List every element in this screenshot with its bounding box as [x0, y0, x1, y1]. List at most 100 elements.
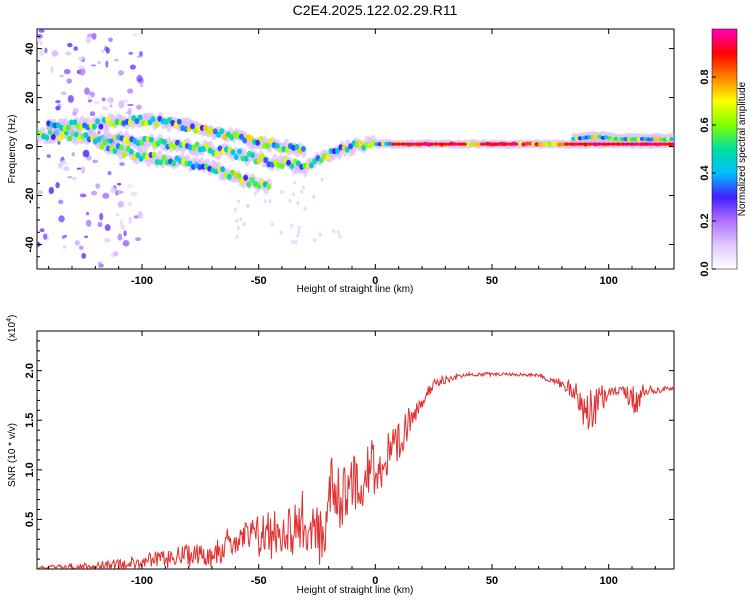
spectrogram-peak-cell: [671, 142, 674, 146]
spectrogram-noise-blob: [105, 60, 109, 68]
spectrogram-noise-blob: [139, 84, 144, 88]
spectrogram-cell: [154, 121, 159, 128]
spectrogram-noise-blob: [336, 230, 340, 235]
spectrogram-cell: [119, 144, 124, 151]
spectrogram-noise-blob: [77, 56, 84, 61]
colorbar-tick-label: 0.8: [699, 69, 711, 84]
spectrogram-noise-blob: [90, 190, 98, 196]
spectrogram-peak-cell: [638, 142, 645, 146]
spectrogram-noise-blob: [270, 222, 274, 227]
spectrogram-peak-cell: [423, 142, 430, 146]
spectrogram-noise-blob: [301, 185, 305, 190]
colorbar-label: Normalized spectral amplitude: [737, 81, 748, 216]
spectrogram-noise-blob: [78, 67, 86, 76]
spectrogram-noise-blob: [58, 162, 63, 170]
spectrogram-noise-blob: [95, 183, 100, 189]
spectrogram-noise-blob: [101, 97, 106, 102]
spectrogram-cell: [268, 137, 274, 144]
spectrogram-noise-blob: [242, 222, 246, 227]
spectrogram-noise-blob: [39, 228, 45, 233]
spectrogram-peak-cell: [433, 142, 439, 146]
spectrogram-noise-blob: [97, 130, 101, 135]
spectrogram-peak-cell: [437, 142, 444, 146]
spectrogram-peak-cell: [395, 142, 402, 146]
spectrogram-cell: [243, 174, 249, 181]
spectrogram-noise-blob: [44, 47, 48, 54]
spectrogram-noise-blob: [135, 237, 141, 242]
spectrogram-noise-blob: [86, 211, 90, 216]
spectrogram-cell: [96, 136, 101, 143]
spectrogram-peak-cell: [507, 142, 514, 146]
spectrogram-noise-blob: [50, 66, 54, 74]
spectrogram-noise-blob: [136, 104, 142, 110]
spectrogram-peak-cell: [629, 142, 635, 146]
spectrogram-noise-blob: [108, 37, 113, 43]
spectrogram-x-tick-label: -50: [251, 275, 267, 287]
spectrogram-noise-blob: [116, 189, 122, 195]
spectrogram-noise-blob: [97, 221, 103, 228]
spectrogram-y-tick-label: 40: [24, 42, 36, 54]
spectrogram-noise-blob: [79, 193, 87, 198]
spectrogram-cell: [279, 163, 285, 170]
spectrogram-noise-blob: [118, 100, 125, 109]
spectrogram-x-tick-label: 100: [599, 275, 617, 287]
spectrogram-cell: [138, 155, 144, 162]
spectrogram-noise-blob: [101, 106, 109, 111]
spectrogram-noise-blob: [97, 261, 103, 265]
spectrogram-cell: [220, 166, 226, 173]
spectrogram-cell: [190, 123, 195, 130]
spectrogram-noise-blob: [55, 105, 60, 111]
spectrogram-cell: [344, 146, 350, 153]
spectrogram-noise-blob: [236, 199, 240, 204]
spectrogram-cell: [162, 138, 167, 145]
spectrogram-cell: [128, 148, 134, 155]
spectrogram-noise-blob: [290, 223, 294, 228]
spectrogram-noise-blob: [67, 94, 74, 103]
spectrogram-peak-cell: [587, 142, 593, 146]
spectrogram-cell: [147, 119, 153, 126]
spectrogram-noise-blob: [303, 173, 307, 178]
spectrogram-noise-blob: [39, 49, 45, 57]
spectrogram-peak-cell: [647, 142, 654, 146]
spectrogram-cell: [233, 154, 239, 161]
spectrogram-noise-blob: [294, 240, 298, 245]
spectrogram-peak-cell: [419, 142, 425, 146]
spectrogram-noise-blob: [253, 191, 257, 196]
spectrogram-peak-cell: [568, 142, 575, 146]
spectrogram-noise-blob: [58, 199, 64, 205]
spectrogram-noise-blob: [71, 152, 75, 157]
snr-series-line: [37, 370, 674, 569]
spectrogram-peak-cell: [615, 142, 621, 146]
spectrogram-peak-cell: [400, 142, 407, 146]
spectrogram-cell: [289, 163, 295, 170]
spectrogram-noise-blob: [74, 240, 80, 246]
spectrogram-noise-blob: [137, 78, 143, 82]
spectrogram-noise-blob: [62, 245, 67, 249]
spectrogram-cell: [294, 144, 300, 151]
spectrogram-noise-blob: [117, 182, 122, 186]
spectrogram-cell: [217, 145, 223, 152]
spectrogram-noise-blob: [43, 233, 48, 240]
spectrogram-noise-blob: [60, 160, 68, 166]
spectrogram-noise-blob: [128, 216, 133, 225]
spectrogram-peak-cell: [643, 142, 649, 146]
spectrogram-peak-cell: [498, 142, 505, 146]
spectrogram-noise-blob: [127, 103, 134, 107]
spectrogram-noise-blob: [63, 69, 71, 75]
snr-x-axis-label: Height of straight line (km): [297, 585, 414, 596]
spectrogram-cell: [250, 152, 256, 159]
spectrogram-cell: [151, 151, 157, 158]
spectrogram-noise-blob: [288, 199, 292, 204]
spectrogram-noise-blob: [297, 225, 301, 230]
spectrogram-cell: [242, 137, 248, 144]
spectrogram-cell: [237, 148, 242, 155]
colorbar-gradient: [711, 28, 738, 270]
spectrogram-peak-cell: [493, 142, 500, 146]
spectrogram-cell: [127, 119, 133, 126]
spectrogram-noise-blob: [85, 36, 91, 44]
spectrogram-cell: [214, 150, 220, 157]
spectrogram-cell: [67, 135, 73, 142]
spectrogram-noise-blob: [117, 201, 125, 208]
spectrogram-noise-blob: [46, 154, 51, 158]
spectrogram-cell: [325, 154, 331, 161]
